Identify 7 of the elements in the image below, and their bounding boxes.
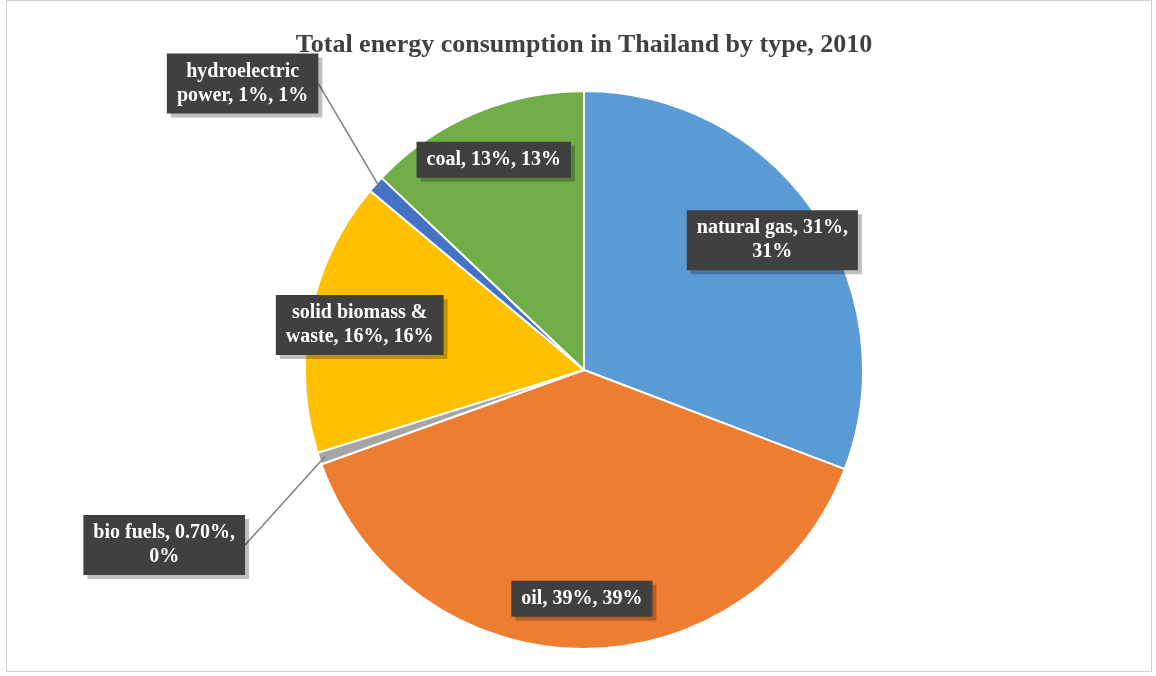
- slice-label: natural gas, 31%, 31%: [696, 215, 848, 262]
- slice-label: hydroelectric power, 1%, 1%: [176, 58, 309, 106]
- slice-label: coal, 13%, 13%: [426, 146, 561, 169]
- slice-label: bio fuels, 0.70%, 0%: [93, 520, 236, 567]
- slice-label: solid biomass & waste, 16%, 16%: [285, 300, 434, 347]
- slice-label: oil, 39%, 39%: [521, 585, 643, 608]
- chart-title: Total energy consumption in Thailand by type, 2010: [295, 28, 873, 58]
